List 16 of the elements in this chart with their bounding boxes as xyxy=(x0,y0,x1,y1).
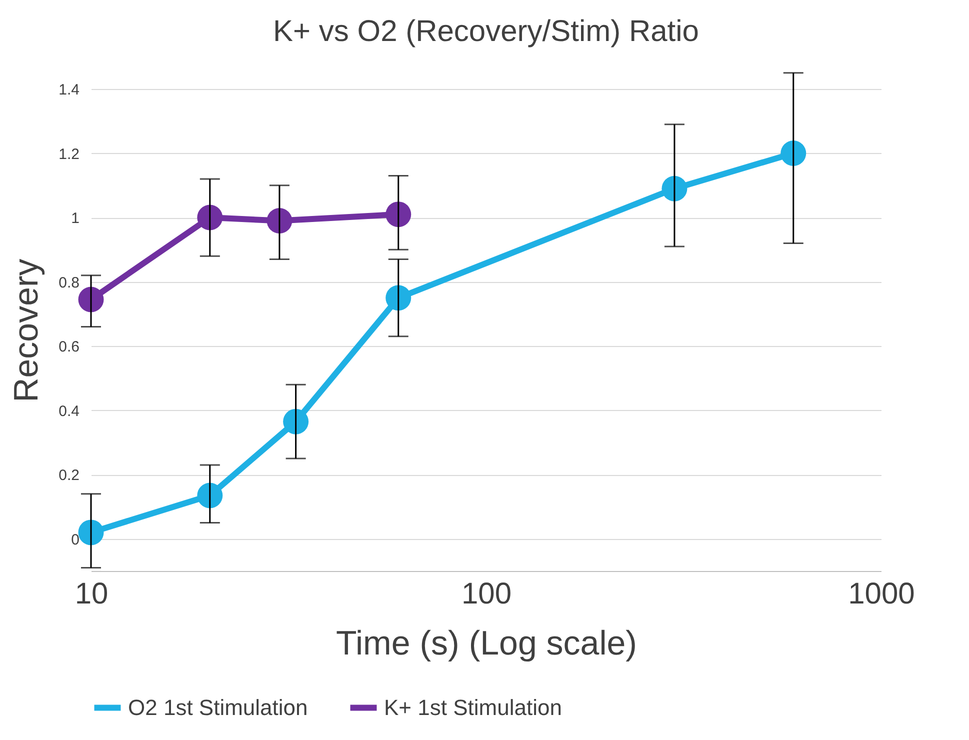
chart-title: K+ vs O2 (Recovery/Stim) Ratio xyxy=(273,15,699,48)
y-tick-label: 1.2 xyxy=(58,146,80,163)
x-axis-title: Time (s) (Log scale) xyxy=(336,624,638,662)
legend-label: O2 1st Stimulation xyxy=(128,694,308,720)
y-tick-label: 1 xyxy=(71,210,80,228)
y-axis-title: Recovery xyxy=(8,258,46,402)
x-tick-label: 10 xyxy=(74,578,108,610)
y-tick-label: 0.8 xyxy=(58,274,80,292)
y-tick-label: 1.4 xyxy=(58,82,80,98)
x-tick-label: 100 xyxy=(461,578,512,610)
x-tick-label: 1000 xyxy=(848,578,915,610)
y-tick-label: 0.2 xyxy=(58,467,80,484)
y-tick-label: 0.6 xyxy=(58,338,80,356)
y-tick-label: 0.4 xyxy=(58,402,80,420)
legend-label: K+ 1st Stimulation xyxy=(384,694,562,720)
y-tick-label: 0 xyxy=(71,531,80,548)
